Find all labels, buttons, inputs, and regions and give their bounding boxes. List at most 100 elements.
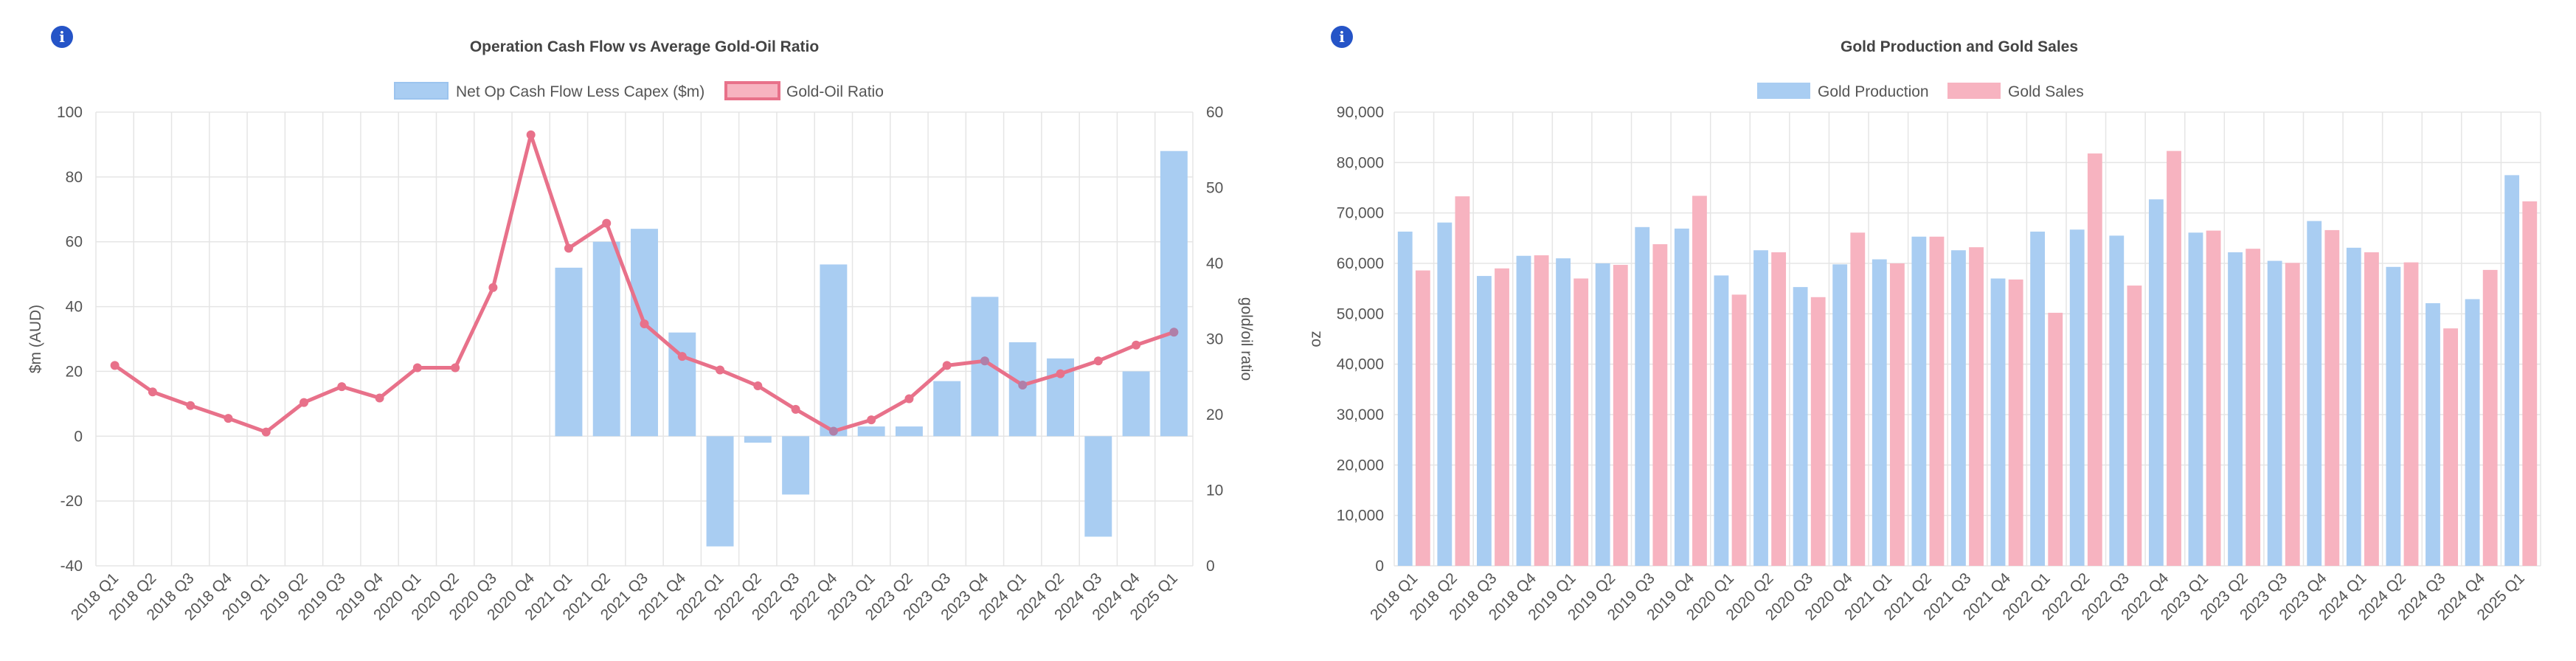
y2-tick-label: 20	[1206, 406, 1223, 423]
y-tick-label: -20	[60, 493, 83, 510]
bar-cashflow	[820, 264, 848, 437]
bar-gold-sales	[2087, 153, 2102, 567]
info-icon-right[interactable]: i	[1331, 26, 1353, 48]
y-tick-label: 100	[57, 104, 83, 121]
bar-gold-production	[2148, 199, 2164, 566]
point-gold-oil-ratio	[148, 387, 157, 397]
y-tick-label: 80	[66, 169, 83, 186]
bar-gold-sales	[1850, 232, 1866, 566]
point-gold-oil-ratio	[375, 393, 384, 403]
bar-gold-sales	[1692, 195, 1707, 566]
legend-swatch-cashflow	[394, 82, 449, 100]
point-gold-oil-ratio	[640, 319, 649, 328]
bar-cashflow	[857, 426, 885, 437]
legend-label-production: Gold Production	[1818, 83, 1929, 100]
y-axis-label: $m (AUD)	[27, 305, 44, 373]
point-gold-oil-ratio	[224, 414, 233, 423]
bar-cashflow	[895, 426, 923, 437]
legend-swatch-sales	[1947, 83, 2001, 99]
bar-gold-production	[2346, 247, 2361, 566]
y-tick-label: 60	[66, 234, 83, 251]
bar-gold-production	[1556, 258, 1571, 566]
bar-gold-sales	[2048, 312, 2063, 566]
legend-label-sales: Gold Sales	[2008, 83, 2084, 100]
bar-gold-sales	[1889, 263, 1905, 566]
point-gold-oil-ratio	[261, 427, 271, 437]
point-gold-oil-ratio	[980, 356, 989, 366]
gold-chart: Gold Production and Gold Sales Gold Produ…	[1307, 38, 2541, 624]
y-tick-label: 0	[74, 428, 83, 445]
point-gold-oil-ratio	[1056, 369, 1065, 378]
bar-gold-sales	[1929, 236, 1945, 566]
y-tick-label: -40	[60, 558, 83, 575]
bar-gold-production	[2109, 235, 2125, 566]
point-gold-oil-ratio	[451, 363, 460, 373]
bar-gold-production	[1872, 259, 1887, 566]
legend-label-ratio: Gold-Oil Ratio	[786, 83, 884, 100]
bar-cashflow	[744, 436, 772, 443]
y-tick-label: 20,000	[1337, 457, 1384, 474]
bar-gold-production	[1674, 228, 1689, 566]
bar-gold-production	[1516, 255, 1531, 566]
y-tick-label: 80,000	[1337, 154, 1384, 171]
bar-gold-production	[1595, 263, 1610, 566]
y-tick-label: 90,000	[1337, 104, 1384, 121]
point-gold-oil-ratio	[1132, 340, 1141, 350]
bar-gold-sales	[2403, 262, 2419, 566]
bar-cashflow	[1122, 371, 1150, 437]
bar-gold-production	[2030, 231, 2046, 566]
y-tick-label: 20	[66, 363, 83, 380]
bar-gold-production	[1397, 231, 1413, 566]
bar-gold-production	[1714, 275, 1729, 566]
chart-title: Gold Production and Gold Sales	[1841, 38, 2078, 55]
legend-label-cashflow: Net Op Cash Flow Less Capex ($m)	[456, 83, 704, 100]
point-gold-oil-ratio	[716, 365, 725, 375]
bar-gold-production	[2228, 252, 2243, 566]
bar-cashflow	[1084, 436, 1112, 537]
bar-gold-sales	[2127, 285, 2142, 566]
bar-gold-sales	[1810, 297, 1826, 566]
bar-cashflow	[555, 267, 583, 437]
y2-tick-label: 0	[1206, 558, 1215, 575]
point-gold-oil-ratio	[1093, 356, 1103, 366]
point-gold-oil-ratio	[1018, 381, 1028, 390]
point-gold-oil-ratio	[942, 361, 952, 370]
point-gold-oil-ratio	[488, 283, 498, 292]
point-gold-oil-ratio	[828, 426, 838, 436]
bar-gold-sales	[2482, 269, 2498, 566]
point-gold-oil-ratio	[791, 404, 800, 414]
y-tick-label: 70,000	[1337, 205, 1384, 222]
bar-cashflow	[933, 381, 961, 437]
bar-gold-sales	[2285, 263, 2300, 566]
bar-gold-sales	[2246, 249, 2261, 566]
y2-tick-label: 60	[1206, 104, 1223, 121]
y-tick-label: 60,000	[1337, 255, 1384, 272]
bar-gold-sales	[2008, 279, 2023, 566]
legend-swatch-ratio	[724, 81, 780, 100]
bar-gold-production	[1793, 287, 1808, 566]
bar-gold-sales	[2324, 229, 2340, 566]
bar-gold-sales	[1495, 268, 1509, 566]
point-gold-oil-ratio	[300, 398, 309, 407]
bar-gold-production	[1476, 276, 1492, 566]
bar-gold-sales	[1771, 252, 1787, 566]
bar-gold-sales	[2522, 201, 2538, 566]
point-gold-oil-ratio	[186, 401, 195, 410]
y-tick-label: 0	[1375, 558, 1384, 575]
bar-gold-production	[1635, 226, 1650, 566]
info-icon-left[interactable]: i	[51, 26, 73, 48]
y2-axis-label: gold/oil ratio	[1238, 297, 1255, 381]
bar-cashflow	[782, 436, 810, 495]
bar-gold-production	[1990, 278, 2006, 566]
bar-cashflow	[706, 436, 734, 547]
bar-gold-production	[1753, 250, 1768, 566]
bar-gold-sales	[1455, 196, 1470, 566]
bar-gold-production	[1951, 250, 1966, 566]
bar-gold-production	[1832, 264, 1848, 566]
bar-gold-sales	[2364, 252, 2379, 566]
point-gold-oil-ratio	[564, 243, 573, 253]
cashflow-chart: Operation Cash Flow vs Average Gold-Oil …	[27, 38, 1255, 624]
y2-tick-label: 50	[1206, 180, 1223, 197]
point-gold-oil-ratio	[867, 415, 876, 425]
